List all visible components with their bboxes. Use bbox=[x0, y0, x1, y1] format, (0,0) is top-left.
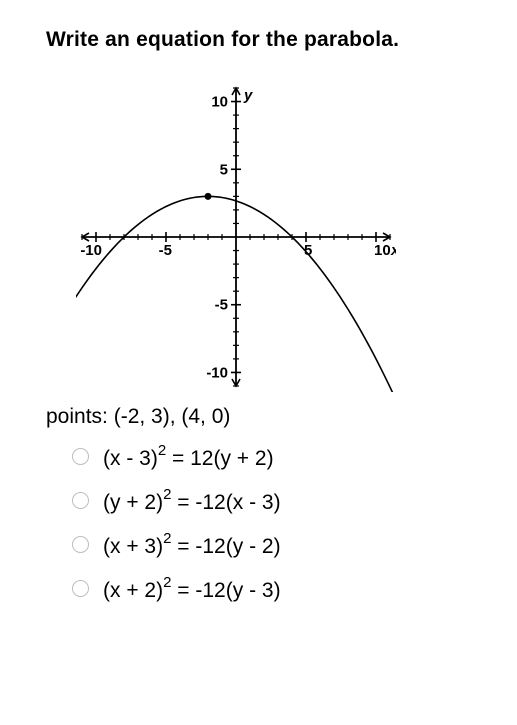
graph-svg: -10-5510-10-5510xy bbox=[76, 82, 396, 392]
svg-text:-10: -10 bbox=[80, 242, 102, 259]
svg-text:10: 10 bbox=[374, 242, 391, 259]
radio-icon[interactable] bbox=[72, 580, 89, 597]
svg-text:x: x bbox=[390, 242, 396, 259]
radio-icon[interactable] bbox=[72, 448, 89, 465]
option-label: (x + 3)2 = -12(y - 2) bbox=[103, 523, 281, 565]
question-prompt: Write an equation for the parabola. bbox=[46, 28, 487, 52]
option-label: (x + 2)2 = -12(y - 3) bbox=[103, 567, 281, 609]
answer-options: (x - 3)2 = 12(y + 2) (y + 2)2 = -12(x - … bbox=[72, 435, 487, 609]
radio-icon[interactable] bbox=[72, 492, 89, 509]
svg-text:-5: -5 bbox=[215, 297, 228, 314]
answer-option[interactable]: (x - 3)2 = 12(y + 2) bbox=[72, 435, 487, 477]
svg-text:-5: -5 bbox=[159, 242, 172, 259]
question-container: Write an equation for the parabola. -10 -… bbox=[0, 0, 517, 641]
answer-option[interactable]: (x + 2)2 = -12(y - 3) bbox=[72, 567, 487, 609]
radio-icon[interactable] bbox=[72, 536, 89, 553]
option-label: (x - 3)2 = 12(y + 2) bbox=[103, 435, 274, 477]
svg-text:10: 10 bbox=[211, 94, 228, 111]
answer-option[interactable]: (x + 3)2 = -12(y - 2) bbox=[72, 523, 487, 565]
option-label: (y + 2)2 = -12(x - 3) bbox=[103, 479, 281, 521]
svg-text:-10: -10 bbox=[206, 364, 228, 381]
svg-text:y: y bbox=[243, 87, 253, 104]
parabola-graph: -10-5510-10-5510xy bbox=[76, 82, 487, 397]
svg-text:5: 5 bbox=[220, 161, 228, 178]
answer-option[interactable]: (y + 2)2 = -12(x - 3) bbox=[72, 479, 487, 521]
given-points: points: (-2, 3), (4, 0) bbox=[46, 405, 487, 429]
